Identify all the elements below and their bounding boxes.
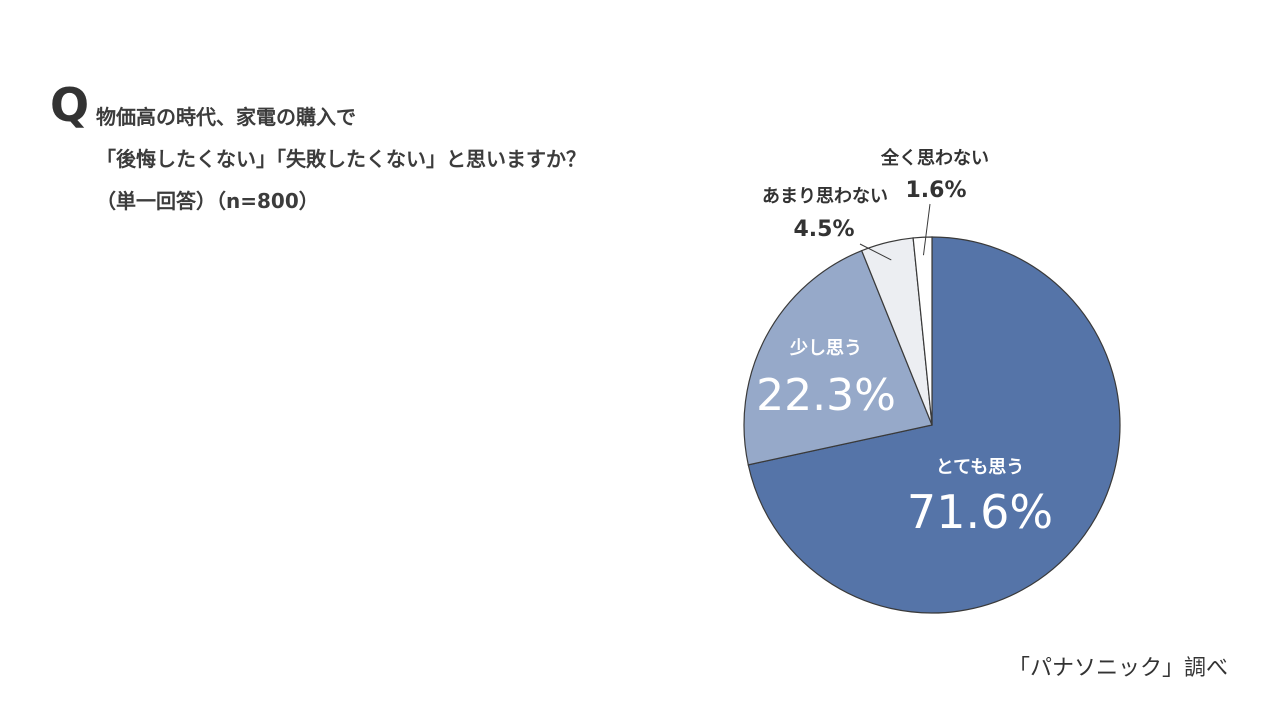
source-note: 「パナソニック」調べ [1007,656,1228,681]
leader-line-not-at-all [922,203,931,256]
question-line-3: （単一回答）（n=800） [96,189,319,213]
question-line-1: 物価高の時代、家電の購入で [96,105,356,129]
question-text: 物価高の時代、家電の購入で 「後悔したくない」「失敗したくない」と思いますか？ … [96,100,716,226]
pie-slice-somewhat [743,249,933,466]
leader-line-not-much [859,243,892,261]
pie-slice-very-much [747,236,1121,614]
slice-label-not-at-all: 全く思わない [880,147,989,169]
slice-value-not-at-all: 1.6% [905,178,966,203]
slice-label-not-much: あまり思わない [762,186,888,207]
slice-label-somewhat: 少し思う [789,338,862,359]
slice-value-very-much: 71.6% [907,485,1053,539]
slice-value-not-much: 4.5% [793,217,854,242]
pie-slice-not-at-all [912,236,933,426]
question-line-2: 「後悔したくない」「失敗したくない」と思いますか？ [96,147,586,171]
pie-leader-lines [859,203,931,261]
slice-value-somewhat: 22.3% [756,370,896,421]
slice-label-very-much: とても思う [936,457,1025,478]
pie-slices [743,236,1121,614]
question-mark: Q [50,78,90,132]
pie-labels: とても思う 71.6% 少し思う 22.3% あまり思わない 4.5% 全く思わない 1.6% [756,147,1053,539]
